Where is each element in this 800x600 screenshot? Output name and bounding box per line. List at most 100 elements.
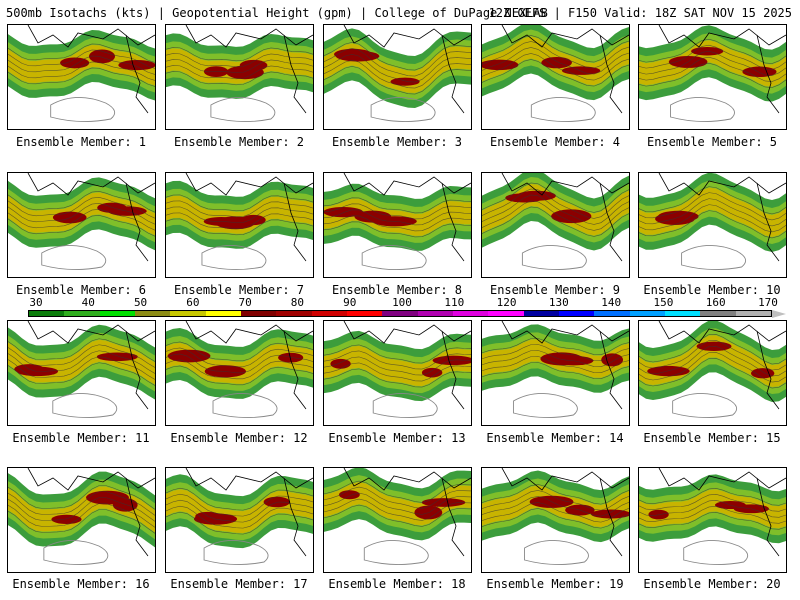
height-contour	[482, 508, 629, 529]
west-coast-line	[125, 182, 149, 262]
ensemble-panel-20	[638, 467, 787, 573]
height-contour	[8, 356, 155, 380]
ensemble-map-9	[482, 173, 629, 270]
ensemble-map-6	[8, 173, 155, 270]
ensemble-panel-18	[323, 467, 472, 573]
colorbar-swatch	[64, 311, 100, 316]
colorbar-swatch	[452, 311, 489, 316]
height-contour	[639, 340, 786, 371]
height-contour	[482, 200, 629, 231]
height-contour	[639, 494, 786, 512]
height-contour	[324, 60, 471, 89]
coastline	[658, 468, 786, 491]
colorbar-tick-label: 100	[392, 296, 412, 309]
ensemble-map-4	[482, 25, 629, 122]
ensemble-panel-17	[165, 467, 314, 573]
ensemble-panel-11	[7, 320, 156, 426]
height-contour	[166, 212, 313, 230]
height-contour	[639, 346, 786, 377]
colorbar-swatch	[735, 311, 771, 316]
colorbar-swatch	[488, 311, 524, 316]
colorbar-swatch	[629, 311, 665, 316]
height-contour	[639, 512, 786, 530]
colorbar-swatch	[240, 311, 277, 316]
height-contour	[639, 358, 786, 389]
west-coast-line	[441, 477, 465, 557]
height-contour	[324, 221, 471, 238]
ensemble-panel-12	[165, 320, 314, 426]
height-contour	[639, 186, 786, 215]
ensemble-member-label: Ensemble Member: 6	[15, 283, 147, 297]
colorbar-swatch	[382, 311, 418, 316]
pressure-contour	[361, 245, 427, 270]
ensemble-panel-15	[638, 320, 787, 426]
coastline	[658, 25, 786, 48]
height-contour	[8, 209, 155, 231]
height-contour	[324, 362, 471, 382]
height-contour	[324, 498, 471, 521]
west-coast-line	[283, 477, 307, 557]
height-contour	[482, 59, 629, 87]
coastline	[185, 25, 313, 48]
ensemble-map-1	[8, 25, 155, 122]
colorbar-strip	[28, 310, 772, 317]
jet-core	[330, 358, 351, 369]
height-contour	[324, 480, 471, 503]
colorbar-swatch	[276, 311, 312, 316]
height-contour	[324, 486, 471, 509]
ensemble-panel-14	[481, 320, 630, 426]
jet-core	[390, 77, 420, 86]
height-contour	[8, 491, 155, 516]
height-contour	[482, 490, 629, 511]
height-contour	[482, 53, 629, 81]
west-coast-line	[756, 330, 780, 410]
pressure-contour	[203, 540, 269, 565]
ensemble-map-18	[324, 468, 471, 565]
colorbar-swatch	[417, 311, 453, 316]
colorbar-swatch	[558, 311, 595, 316]
ensemble-panel-10	[638, 172, 787, 278]
height-contour	[324, 54, 471, 83]
height-contour	[8, 350, 155, 374]
colorbar-tick-label: 160	[705, 296, 726, 309]
pressure-contour	[521, 245, 587, 270]
colorbar-swatch	[594, 311, 630, 316]
colorbar-tick-label: 50	[133, 296, 148, 309]
west-coast-line	[125, 330, 149, 410]
height-contour	[8, 61, 155, 81]
jet-core	[86, 490, 129, 505]
west-coast-line	[283, 34, 307, 114]
header-valid-time: 12Z GEFS | F150 Valid: 18Z SAT NOV 15 20…	[488, 6, 792, 20]
ensemble-panel-6	[7, 172, 156, 278]
pressure-contour	[52, 393, 118, 418]
ensemble-map-7	[166, 173, 313, 270]
west-coast-line	[125, 34, 149, 114]
coastline	[501, 468, 629, 491]
ensemble-map-10	[639, 173, 786, 270]
ensemble-map-14	[482, 321, 629, 418]
jet-core	[421, 367, 443, 378]
height-contour	[166, 59, 313, 74]
height-contour	[324, 42, 471, 71]
height-contour	[166, 53, 313, 68]
coastline	[27, 173, 155, 196]
height-contour	[166, 65, 313, 80]
height-contour	[324, 66, 471, 95]
colorbar-tick-label: 110	[444, 296, 465, 309]
ensemble-map-5	[639, 25, 786, 122]
colorbar-tick-label: 170	[758, 296, 778, 309]
height-contour	[639, 44, 786, 70]
ensemble-member-label: Ensemble Member: 15	[643, 431, 781, 445]
height-contour	[324, 215, 471, 232]
height-contour	[482, 47, 629, 75]
ensemble-member-label: Ensemble Member: 10	[643, 283, 781, 297]
height-contour	[166, 194, 313, 212]
height-contour	[8, 55, 155, 75]
ensemble-map-8	[324, 173, 471, 270]
coastline	[501, 25, 629, 48]
height-contour	[639, 56, 786, 82]
jet-core	[226, 65, 264, 80]
jet-core	[540, 352, 583, 366]
ensemble-member-label: Ensemble Member: 17	[170, 577, 308, 591]
west-coast-line	[125, 477, 149, 557]
